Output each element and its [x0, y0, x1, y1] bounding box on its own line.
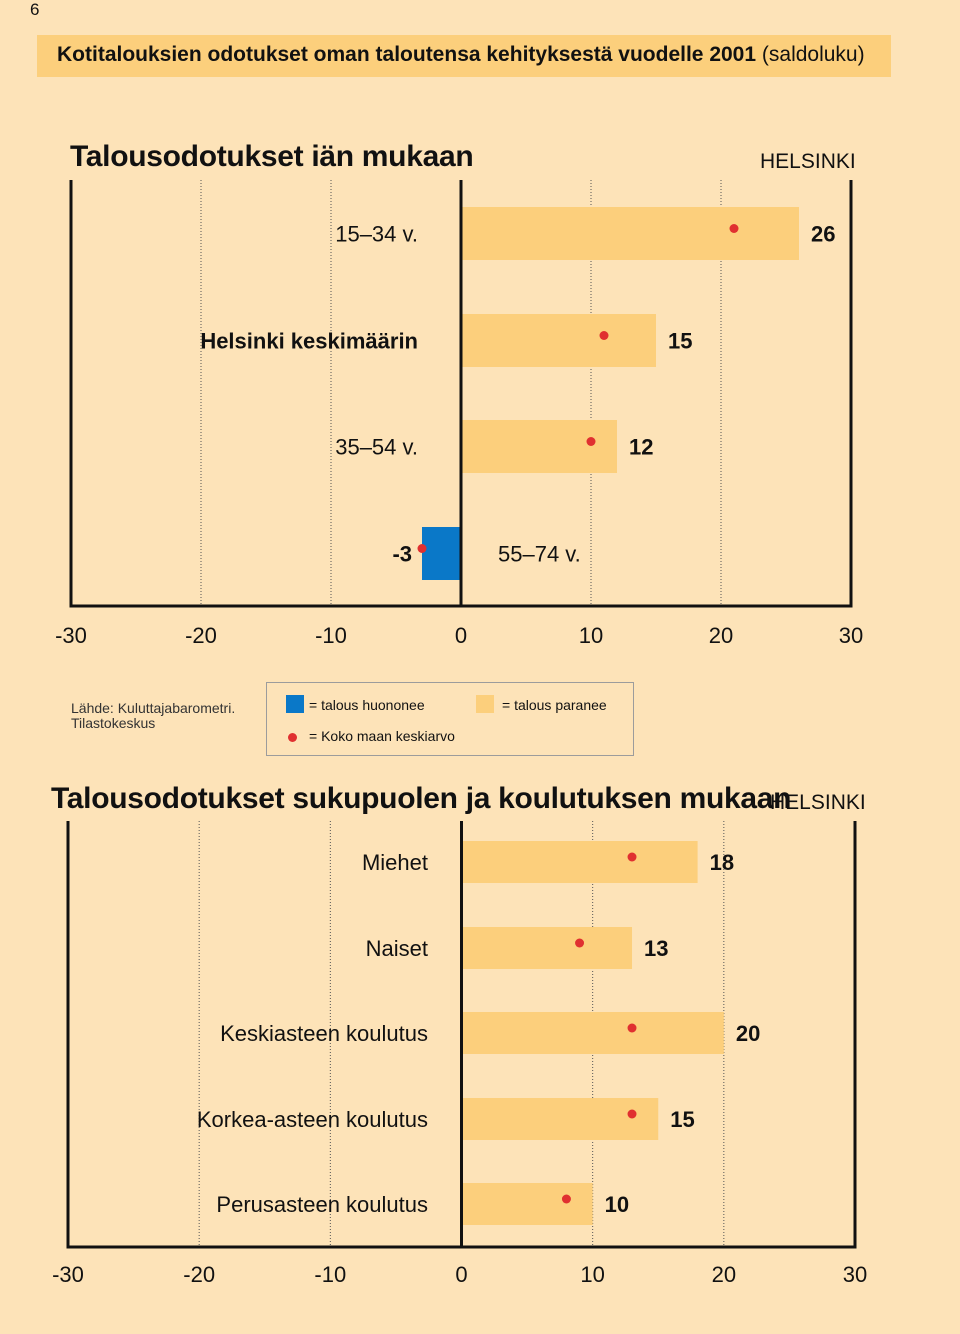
chart1-average-dot: [417, 544, 427, 553]
banner-title: Kotitalouksien odotukset oman taloutensa…: [57, 43, 865, 67]
chart1-tick-label: 20: [709, 623, 733, 648]
chart1-category-label: 15–34 v.: [335, 222, 418, 247]
chart1-tick-label: -30: [55, 623, 87, 648]
legend-average-dot: [288, 733, 297, 742]
chart1-tick-label: -20: [185, 623, 217, 648]
banner-subtitle: (saldoluku): [761, 43, 865, 66]
chart2-title: Talousodotukset sukupuolen ja koulutukse…: [51, 782, 792, 815]
legend-decline-swatch: [286, 695, 304, 713]
chart1-region: HELSINKI: [760, 150, 856, 173]
banner-title-main: Kotitalouksien odotukset oman taloutensa…: [57, 43, 757, 66]
source-line-1: Lähde: Kuluttajabarometri.: [71, 700, 236, 716]
chart1-bar: [461, 420, 617, 473]
legend-improve-label: = talous paranee: [502, 697, 607, 713]
chart1-category-label: 55–74 v.: [498, 542, 581, 567]
chart1-value-label: -3: [392, 542, 412, 567]
legend: = talous huononee = talous paranee = Kok…: [266, 682, 634, 756]
legend-decline-label: = talous huononee: [309, 697, 425, 713]
chart1-tick-label: 0: [455, 623, 467, 648]
chart1-average-dot: [729, 224, 739, 233]
chart2-region: HELSINKI: [770, 791, 866, 814]
source-line-2: Tilastokeskus: [71, 715, 156, 731]
chart1-bar: [461, 207, 799, 260]
chart1-tick-label: -10: [315, 623, 347, 648]
chart1-value-label: 15: [668, 329, 692, 354]
page-number: 6: [30, 0, 40, 19]
chart1-bar: [422, 527, 461, 580]
chart1-value-label: 26: [811, 222, 835, 247]
chart1-tick-label: 10: [579, 623, 603, 648]
legend-average-label: = Koko maan keskiarvo: [309, 728, 455, 744]
chart1-average-dot: [599, 331, 609, 340]
legend-improve-swatch: [476, 695, 494, 713]
chart1-title: Talousodotukset iän mukaan: [70, 140, 474, 173]
chart1-category-label: Helsinki keskimäärin: [200, 329, 418, 354]
chart1-tick-label: 30: [839, 623, 863, 648]
chart1-bar: [461, 314, 656, 367]
chart1-average-dot: [586, 437, 596, 446]
banner: Kotitalouksien odotukset oman taloutensa…: [37, 35, 891, 77]
chart1-category-label: 35–54 v.: [335, 435, 418, 460]
chart1-value-label: 12: [629, 435, 653, 460]
